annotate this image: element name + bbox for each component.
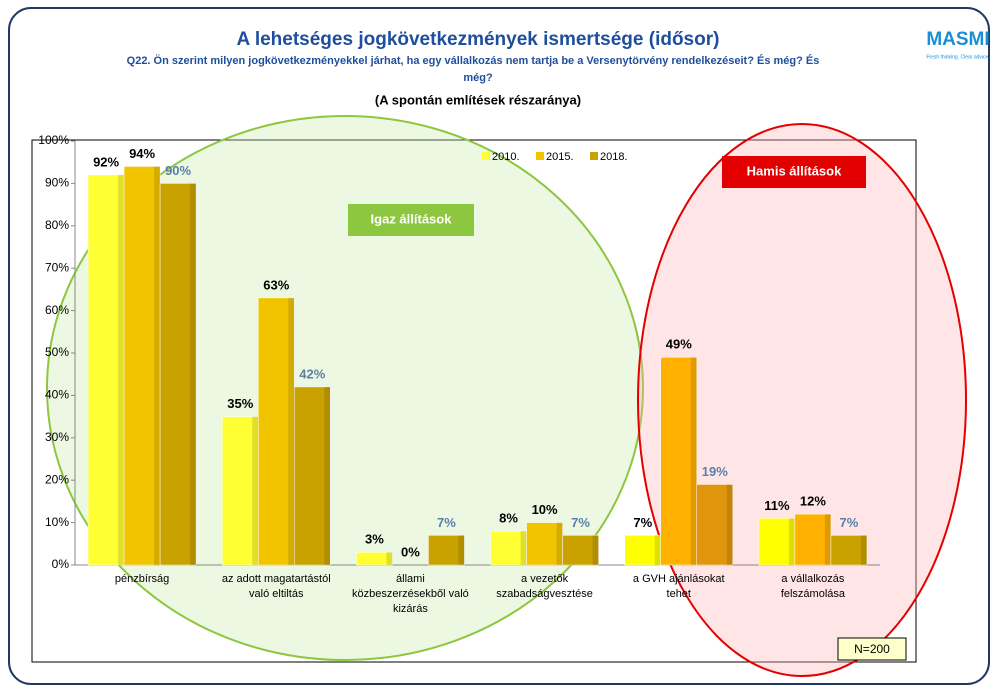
bar-shade [726, 484, 733, 565]
bar [830, 535, 868, 566]
annotation-box [722, 156, 866, 188]
bar [526, 522, 563, 566]
chart-title: A lehetséges jogkövetkezmények ismertség… [237, 29, 720, 50]
plot-frame [31, 139, 917, 663]
annotation: Igaz állítások [371, 211, 453, 226]
bar [794, 513, 832, 566]
x-tick-label: a vezetők szabadságvesztése [496, 573, 593, 600]
y-tick-label: 40% [45, 388, 69, 402]
bar-shade [860, 535, 867, 565]
bar [624, 535, 661, 566]
bar-shade [690, 357, 697, 565]
data-label: 7% [437, 515, 456, 530]
data-label: 7% [633, 515, 652, 530]
sample-box [837, 637, 907, 661]
data-label: 63% [263, 277, 289, 292]
data-label: 12% [800, 494, 826, 509]
bar-shade [458, 535, 465, 565]
bar [660, 356, 697, 566]
subtitle: Q22. Ön szerint milyen jogkövetkezmények… [127, 54, 820, 67]
bar [258, 297, 295, 566]
bar-shade [386, 552, 393, 565]
logo-tagline: Fresh thinking. Clear advice. [926, 54, 989, 60]
data-label: 90% [165, 163, 191, 178]
x-tick-label: a GVH ajánlásokat tehet [633, 573, 725, 600]
x-tick-label: az adott magatartástól való eltiltás [222, 573, 331, 600]
bar [562, 535, 599, 566]
bar-shade [788, 518, 795, 565]
y-tick-label: 80% [45, 218, 69, 232]
bar-shade [154, 166, 161, 565]
legend-label: 2018. [600, 151, 628, 163]
sample-size: N=200 [854, 642, 890, 656]
data-label: 94% [129, 146, 155, 161]
bar [294, 386, 331, 566]
y-tick-label: 90% [45, 176, 69, 190]
data-label: 92% [93, 154, 119, 169]
bar [356, 552, 393, 566]
subtitle: (A spontán említések részaránya) [375, 92, 581, 107]
y-tick-label: 20% [45, 472, 69, 486]
data-label: 35% [227, 396, 253, 411]
y-tick-label: 10% [45, 515, 69, 529]
annotation: Hamis állítások [747, 163, 842, 178]
bar-shade [252, 416, 259, 565]
x-tick-label: állami közbeszerzésekből való kizárás [352, 573, 469, 615]
data-label: 42% [299, 366, 325, 381]
logo: MASMI [926, 29, 989, 50]
bar-shade [190, 183, 197, 565]
bar [696, 484, 733, 566]
bar [159, 183, 197, 566]
x-tick-label: pénzbírság [115, 573, 169, 585]
data-label: 11% [764, 498, 790, 513]
bar-shade [654, 535, 661, 565]
bar-shade [520, 531, 527, 565]
data-label: 7% [840, 515, 859, 530]
data-label: 49% [666, 337, 692, 352]
legend-label: 2015. [546, 151, 574, 163]
data-label: 19% [702, 464, 728, 479]
legend-swatch [590, 152, 598, 160]
bar-shade [824, 514, 831, 565]
data-label: 7% [571, 515, 590, 530]
y-tick-label: 30% [45, 430, 69, 444]
annotation-box [348, 204, 474, 236]
bar-shade [324, 386, 331, 565]
data-label: 8% [499, 511, 518, 526]
legend-swatch [482, 152, 490, 160]
y-tick-label: 50% [45, 345, 69, 359]
subtitle: még? [463, 72, 493, 84]
legend-label: 2010. [492, 151, 520, 163]
data-label: 0% [401, 544, 420, 559]
bar-shade [556, 522, 563, 565]
bar-shade [592, 535, 599, 565]
data-label: 10% [532, 502, 558, 517]
y-tick-label: 100% [38, 133, 69, 147]
bar [87, 174, 125, 566]
bar [123, 166, 161, 566]
data-label: 3% [365, 532, 384, 547]
bar-shade [118, 174, 125, 566]
y-tick-label: 60% [45, 303, 69, 317]
y-tick-label: 0% [52, 557, 70, 571]
bar-shade [288, 297, 295, 565]
y-tick-label: 70% [45, 260, 69, 274]
bar [222, 416, 259, 566]
x-tick-label: a vállalkozás felszámolása [781, 573, 846, 600]
bar [490, 530, 527, 566]
legend-swatch [536, 152, 544, 160]
bar [428, 535, 465, 566]
